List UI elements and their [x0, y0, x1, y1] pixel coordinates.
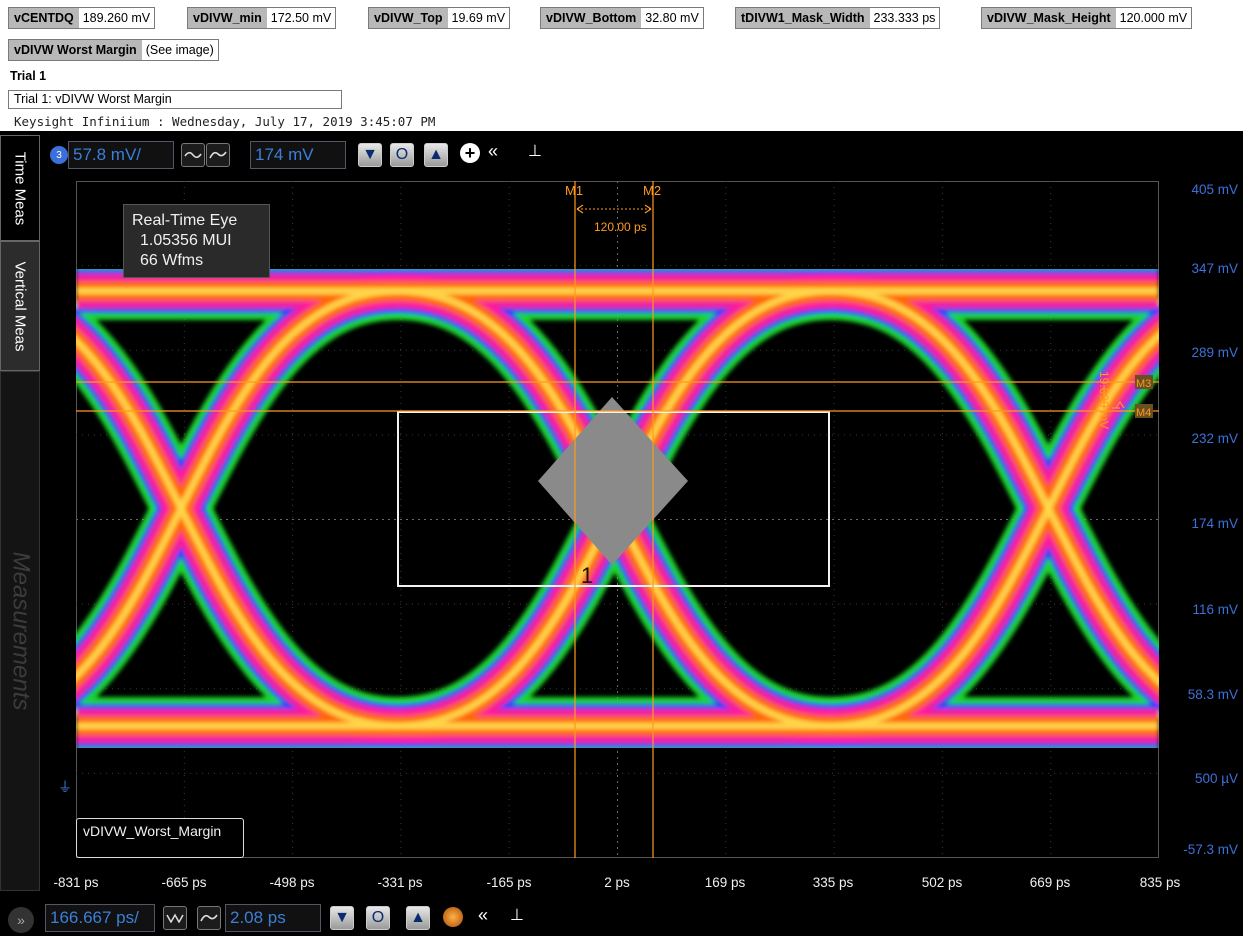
- coupling-dc-icon[interactable]: [206, 143, 230, 167]
- meas-name: vDIVW_Mask_Height: [982, 8, 1116, 28]
- pin-icon[interactable]: ⊥: [528, 143, 542, 160]
- marker-m4-tag[interactable]: [1135, 404, 1153, 418]
- y-tick: 405 mV: [1191, 182, 1238, 197]
- meas-value: 189.260 mV: [82, 11, 151, 25]
- timebase-mode-a-icon[interactable]: [163, 906, 187, 930]
- x-tick: 669 ps: [1029, 875, 1071, 890]
- horizontal-scale-field[interactable]: 166.667 ps/: [45, 904, 155, 932]
- coupling-ac-icon[interactable]: [181, 143, 205, 167]
- trial-caption: Trial 1: vDIVW Worst Margin: [8, 90, 342, 109]
- delta-t-arrowheads: [576, 204, 652, 214]
- horizontal-delay-field[interactable]: 2.08 ps: [225, 904, 321, 932]
- y-tick: 500 µV: [1194, 771, 1238, 786]
- y-tick: -57.3 mV: [1183, 842, 1238, 857]
- x-tick: 335 ps: [812, 875, 854, 890]
- delta-t-label: 120.00 ps: [594, 220, 647, 234]
- meas-chip: vDIVW_min 172.50 mV: [187, 7, 337, 29]
- x-tick: -331 ps: [377, 875, 423, 890]
- expand-icon[interactable]: »: [8, 907, 34, 933]
- meas-chip: vDIVW_Bottom 32.80 mV: [540, 7, 704, 29]
- offset-field[interactable]: 174 mV: [250, 141, 346, 169]
- x-tick: 835 ps: [1139, 875, 1181, 890]
- meas-name: vDIVW_Bottom: [541, 8, 642, 28]
- x-tick: -165 ps: [486, 875, 532, 890]
- delta-v-label: 19.690 mV: [1097, 371, 1111, 429]
- trigger-icon[interactable]: [443, 907, 463, 927]
- marker-m3-label: M3: [1136, 378, 1151, 390]
- collapse-left-icon[interactable]: «: [488, 141, 499, 161]
- scope-display: Time Meas Vertical Meas Measurements » 3…: [0, 131, 1243, 936]
- x-tick: -498 ps: [269, 875, 315, 890]
- tab-measurements[interactable]: Measurements: [0, 371, 40, 891]
- y-tick: 58.3 mV: [1187, 687, 1238, 702]
- meas-name: tDIVW1_Mask_Width: [736, 8, 870, 28]
- marker-m4-label: M4: [1136, 407, 1151, 419]
- y-tick: 347 mV: [1191, 261, 1238, 276]
- eye-info-box: Real-Time Eye 1.05356 MUI 66 Wfms: [123, 204, 270, 278]
- eye-traces: [0, 262, 1243, 755]
- tab-measurements-label: Measurements: [7, 551, 35, 711]
- offset-zero-icon[interactable]: O: [390, 143, 414, 167]
- measurement-label-box[interactable]: vDIVW_Worst_Margin: [76, 818, 244, 858]
- y-tick: 289 mV: [1191, 345, 1238, 360]
- offset-down-icon[interactable]: ▼: [358, 143, 382, 167]
- vertical-scale-field[interactable]: 57.8 mV/: [68, 141, 174, 169]
- marker-m1-label: M1: [565, 183, 583, 198]
- eye-info-wfms: 66 Wfms: [140, 252, 204, 269]
- timebase-mode-b-icon[interactable]: [197, 906, 221, 930]
- y-tick: 174 mV: [1191, 516, 1238, 531]
- marker-m2-label: M2: [643, 183, 661, 198]
- offset-up-icon[interactable]: ▲: [424, 143, 448, 167]
- x-tick: -665 ps: [161, 875, 207, 890]
- tab-time-meas[interactable]: Time Meas: [0, 135, 40, 241]
- meas-name: vDIVW_Top: [369, 8, 448, 28]
- y-tick: 116 mV: [1192, 602, 1238, 617]
- meas-value: (See image): [145, 43, 214, 57]
- trial-heading: Trial 1: [10, 69, 47, 83]
- pin-bottom-icon[interactable]: ⊥: [510, 907, 524, 924]
- meas-value: 19.69 mV: [451, 11, 506, 25]
- meas-value: 172.50 mV: [270, 11, 332, 25]
- eye-diagram: 1 M1 M2 120.00 ps 19.690 mV M3 M4: [0, 181, 1243, 858]
- tab-time-meas-label: Time Meas: [11, 151, 29, 225]
- meas-chip: vCENTDQ 189.260 mV: [8, 7, 156, 29]
- meas-name: vDIVW Worst Margin: [9, 40, 142, 60]
- eye-info-title: Real-Time Eye: [132, 212, 238, 229]
- meas-value: 32.80 mV: [645, 11, 699, 25]
- meas-chip: tDIVW1_Mask_Width 233.333 ps: [735, 7, 941, 29]
- y-tick: 232 mV: [1191, 431, 1238, 446]
- tab-vertical-meas[interactable]: Vertical Meas: [0, 241, 40, 371]
- meas-chip: vDIVW Worst Margin (See image): [8, 39, 219, 61]
- meas-value: 233.333 ps: [873, 11, 936, 25]
- meas-chip: vDIVW_Top 19.69 mV: [368, 7, 511, 29]
- worst-margin-box: [397, 411, 830, 587]
- meas-value: 120.000 mV: [1119, 11, 1188, 25]
- channel-badge[interactable]: 3: [50, 146, 68, 164]
- collapse-bottom-icon[interactable]: «: [478, 905, 489, 925]
- delay-zero-icon[interactable]: O: [366, 906, 390, 930]
- tab-vertical-meas-label: Vertical Meas: [11, 260, 29, 352]
- eye-info-mui: 1.05356 MUI: [140, 232, 232, 249]
- delta-v-arrowhead: [1112, 400, 1125, 409]
- x-tick: -831 ps: [53, 875, 99, 890]
- meas-name: vDIVW_min: [188, 8, 267, 28]
- ground-marker-icon[interactable]: ⏚: [58, 779, 72, 795]
- x-tick: 502 ps: [921, 875, 963, 890]
- x-tick: 2 ps: [604, 875, 630, 890]
- delay-up-icon[interactable]: ▲: [406, 906, 430, 930]
- delay-down-icon[interactable]: ▼: [330, 906, 354, 930]
- x-tick: 169 ps: [704, 875, 746, 890]
- meas-name: vCENTDQ: [9, 8, 79, 28]
- meas-chip: vDIVW_Mask_Height 120.000 mV: [981, 7, 1193, 29]
- waveform-area[interactable]: 1 M1 M2 120.00 ps 19.690 mV M3 M4: [0, 181, 1243, 858]
- marker-m3-tag[interactable]: [1135, 375, 1153, 389]
- mask-number: 1: [581, 563, 593, 588]
- scope-banner: Keysight Infiniium : Wednesday, July 17,…: [14, 114, 436, 129]
- add-icon[interactable]: +: [460, 143, 480, 163]
